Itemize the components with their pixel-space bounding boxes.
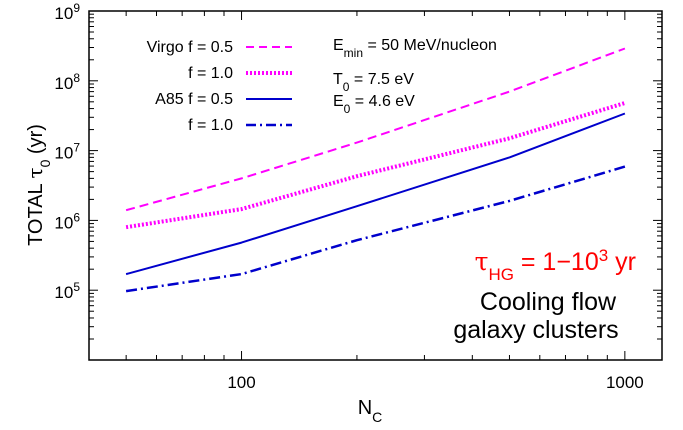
parameters-block: Emin = 50 MeV/nucleon T0 = 7.5 eV E0 = 4… [333,37,497,116]
legend-label-a85-f05: A85 f = 0.5 [155,91,233,108]
x-ticks: 100 1000 [88,11,644,392]
legend: Virgo f = 0.5 f = 1.0 A85 f = 0.5 f = 1.… [147,39,292,134]
series-layer [125,47,626,293]
param-t0: T0 = 7.5 eV [333,71,414,94]
x-tick-label: 1000 [606,373,644,392]
y-tick-label: 106 [54,210,80,232]
annotation-cooling-flow: Cooling flow [480,288,617,316]
series-a85-f10-line [125,165,626,293]
x-axis-title: NC [358,397,383,425]
plot-frame [88,10,663,361]
legend-label-virgo-f10: f = 1.0 [188,65,233,82]
series-a85-f05-line [125,112,626,276]
y-tick-label: 108 [54,71,80,93]
series-virgo-f10-line [125,101,626,230]
y-tick-label: 107 [54,141,80,163]
legend-label-virgo-f05: Virgo f = 0.5 [147,39,234,56]
series-virgo-f05-line [125,47,626,212]
annotation-tau-hg: τHG = 1−103 yr [475,246,636,284]
annotation-galaxy-clusters: galaxy clusters [453,316,618,344]
y-tick-label: 105 [54,280,80,302]
y-tick-label: 109 [54,1,80,23]
y-axis-title: TOTAL τ0 (yr) [23,124,53,246]
legend-label-a85-f10: f = 1.0 [188,117,233,134]
param-emin: Emin = 50 MeV/nucleon [333,37,497,60]
y-ticks: 105 106 107 108 109 [54,1,662,361]
param-e0: E0 = 4.6 eV [333,93,415,116]
x-tick-label: 100 [227,373,255,392]
